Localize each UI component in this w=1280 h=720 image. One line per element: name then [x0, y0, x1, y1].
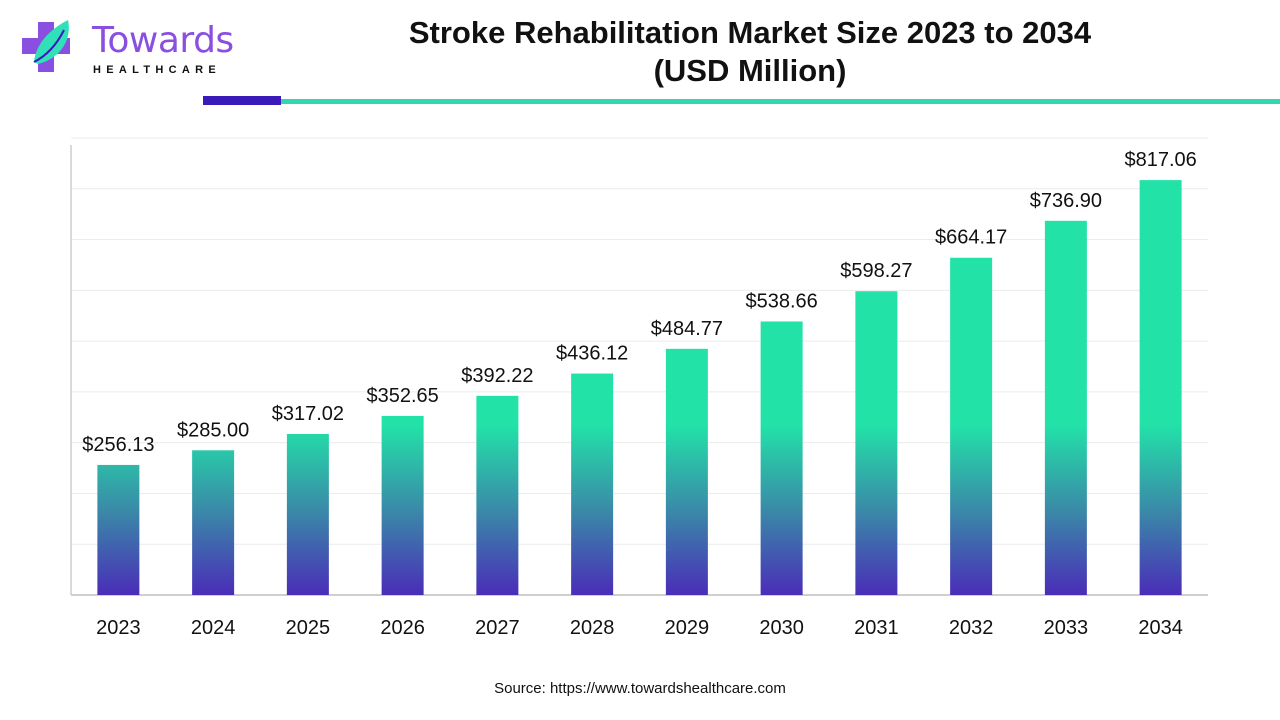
- x-tick-label: 2027: [475, 617, 520, 639]
- data-label: $317.02: [272, 403, 344, 425]
- bar-2025: [286, 434, 329, 595]
- x-tick-label: 2033: [1044, 617, 1089, 639]
- logo-cross-leaf-icon: [22, 20, 70, 72]
- bar-2026: [381, 415, 424, 595]
- x-tick-label: 2026: [380, 617, 425, 639]
- logo-subtitle: HEALTHCARE: [93, 64, 221, 76]
- x-tick-label: 2034: [1138, 617, 1183, 639]
- accent-bar-teal: [281, 99, 1280, 104]
- x-tick-label: 2030: [759, 617, 804, 639]
- source-note: Source: https://www.towardshealthcare.co…: [494, 680, 786, 697]
- bar-2029: [665, 348, 708, 595]
- x-tick-label: 2023: [96, 617, 141, 639]
- data-label: $484.77: [651, 318, 723, 340]
- data-label: $736.90: [1030, 190, 1102, 212]
- bar-2024: [192, 450, 235, 595]
- data-label: $352.65: [366, 385, 438, 407]
- accent-bar-dark: [203, 96, 281, 105]
- data-label: $285.00: [177, 419, 249, 441]
- logo: Towards HEALTHCARE: [20, 18, 240, 80]
- bar-2033: [1044, 220, 1087, 596]
- bar-2034: [1139, 180, 1182, 595]
- x-tick-label: 2031: [854, 617, 899, 639]
- data-label: $392.22: [461, 365, 533, 387]
- data-label: $256.13: [82, 434, 154, 456]
- logo-word: Towards: [92, 20, 234, 61]
- data-label: $598.27: [840, 260, 912, 282]
- x-tick-label: 2032: [949, 617, 994, 639]
- data-label: $538.66: [745, 290, 817, 312]
- bar-2027: [476, 395, 519, 595]
- x-tick-label: 2024: [191, 617, 236, 639]
- title-line-1: Stroke Rehabilitation Market Size 2023 t…: [408, 15, 1092, 50]
- title-line-2: (USD Million): [653, 53, 847, 88]
- bar-2030: [760, 321, 803, 595]
- data-label: $664.17: [935, 227, 1007, 249]
- x-tick-label: 2025: [286, 617, 331, 639]
- chart-title: Stroke Rehabilitation Market Size 2023 t…: [300, 14, 1200, 90]
- data-label: $436.12: [556, 343, 628, 365]
- x-tick-label: 2028: [570, 617, 615, 639]
- x-tick-label: 2029: [665, 617, 710, 639]
- bar-2028: [571, 373, 614, 595]
- bar-2023: [97, 464, 140, 595]
- data-label: $817.06: [1124, 149, 1196, 171]
- bar-2032: [950, 257, 993, 595]
- bar-2031: [855, 291, 898, 595]
